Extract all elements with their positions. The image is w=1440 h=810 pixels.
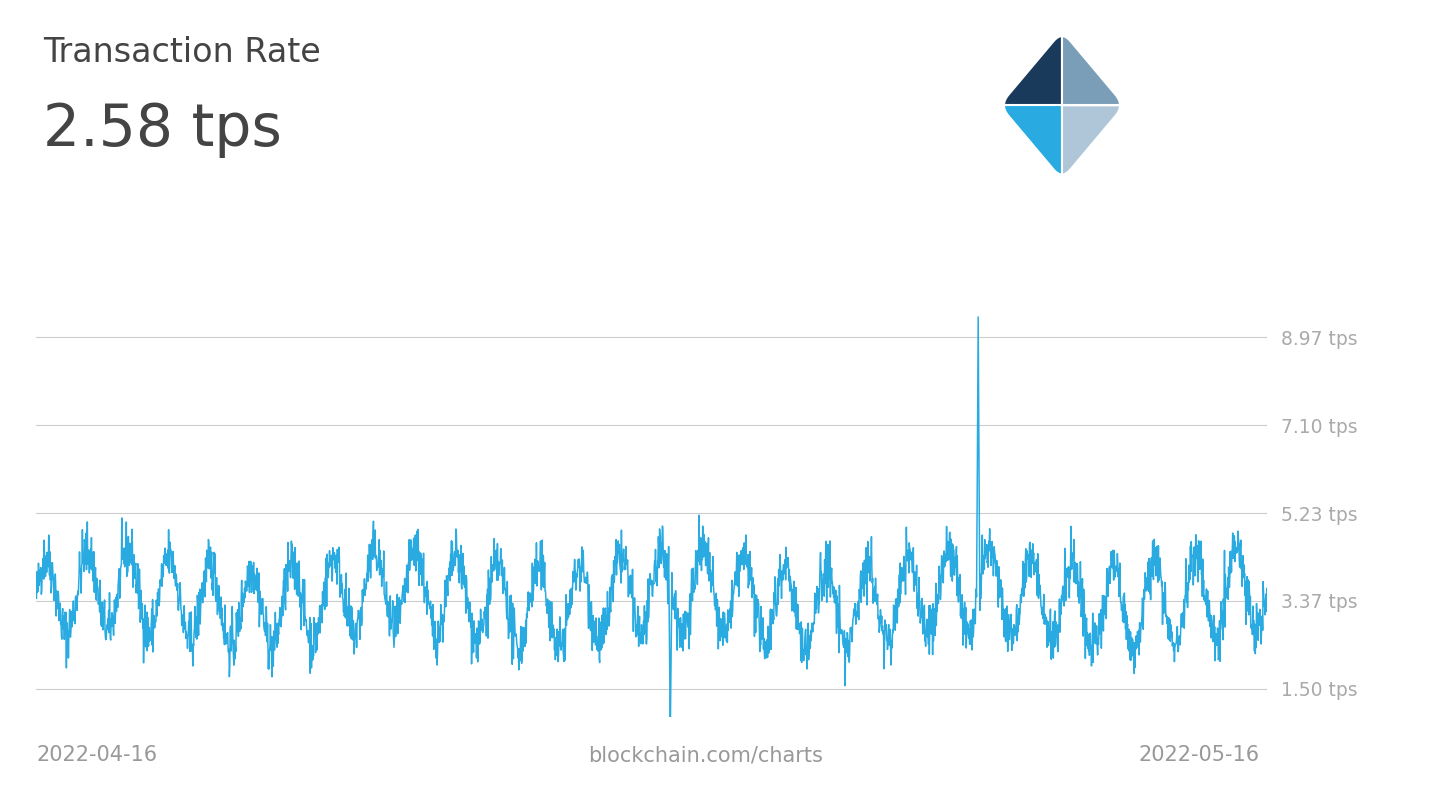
Text: 2022-04-16: 2022-04-16 [36, 745, 157, 765]
Text: 2022-05-16: 2022-05-16 [1139, 745, 1260, 765]
Text: 2.58 tps: 2.58 tps [43, 101, 282, 158]
Text: blockchain.com/charts: blockchain.com/charts [588, 745, 824, 765]
Polygon shape [998, 105, 1063, 181]
Polygon shape [1063, 29, 1126, 105]
Polygon shape [998, 29, 1063, 105]
Text: Transaction Rate: Transaction Rate [43, 36, 321, 70]
Polygon shape [1063, 105, 1126, 181]
